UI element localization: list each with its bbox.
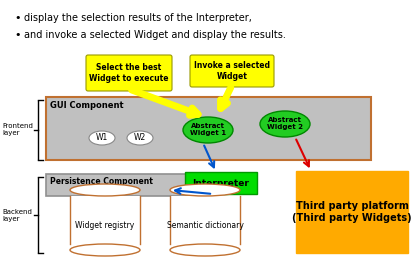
Text: GUI Component: GUI Component [50, 101, 123, 110]
Text: Persistence Component: Persistence Component [50, 177, 153, 186]
Text: Invoke a selected
Widget: Invoke a selected Widget [194, 61, 270, 81]
FancyBboxPatch shape [185, 172, 257, 194]
Text: Widget registry: Widget registry [76, 222, 135, 230]
Text: Abstract
Widget 1: Abstract Widget 1 [190, 123, 226, 137]
FancyBboxPatch shape [70, 196, 140, 244]
Ellipse shape [183, 117, 233, 143]
Text: Backend
layer: Backend layer [2, 209, 32, 222]
Text: Semantic dictionary: Semantic dictionary [166, 222, 243, 230]
Text: Frontend
layer: Frontend layer [2, 123, 33, 137]
FancyBboxPatch shape [46, 97, 371, 160]
Ellipse shape [89, 131, 115, 145]
Ellipse shape [260, 111, 310, 137]
Text: W1: W1 [96, 133, 108, 143]
Text: display the selection results of the Interpreter,: display the selection results of the Int… [24, 13, 252, 23]
Text: and invoke a selected Widget and display the results.: and invoke a selected Widget and display… [24, 30, 286, 40]
Text: Select the best
Widget to execute: Select the best Widget to execute [89, 63, 169, 83]
FancyBboxPatch shape [86, 55, 172, 91]
Text: Abstract
Widget 2: Abstract Widget 2 [267, 117, 303, 130]
Text: W2: W2 [134, 133, 146, 143]
Ellipse shape [127, 131, 153, 145]
Text: •: • [14, 30, 21, 40]
Text: Third party platform
(Third party Widgets): Third party platform (Third party Widget… [292, 201, 412, 223]
Text: •: • [14, 13, 21, 23]
Ellipse shape [170, 244, 240, 256]
FancyBboxPatch shape [46, 174, 216, 196]
Ellipse shape [170, 184, 240, 196]
Ellipse shape [70, 244, 140, 256]
Ellipse shape [70, 184, 140, 196]
Text: Interpreter: Interpreter [192, 179, 249, 187]
FancyBboxPatch shape [170, 196, 240, 244]
FancyBboxPatch shape [296, 171, 408, 253]
FancyBboxPatch shape [190, 55, 274, 87]
